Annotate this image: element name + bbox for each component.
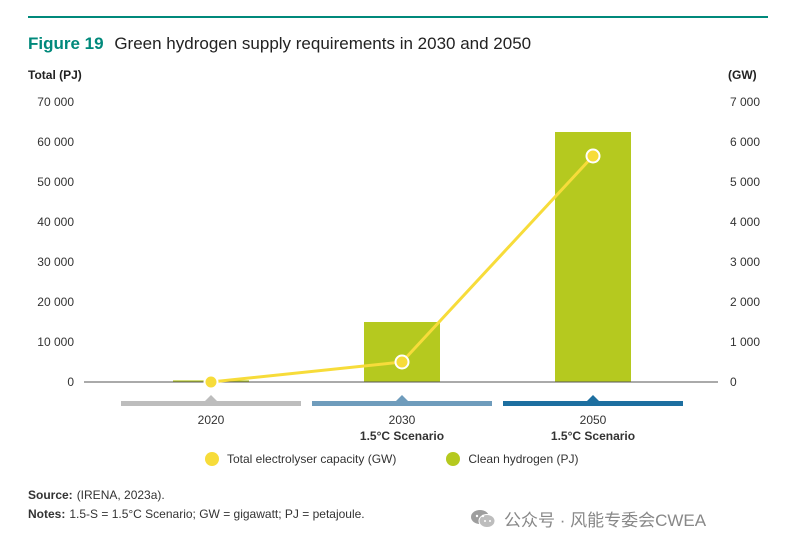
legend-dot-clean-hydrogen [446, 452, 461, 466]
legend-item-clean-hydrogen: Clean hydrogen (PJ) [446, 452, 578, 466]
right-tick-label: 3 000 [730, 255, 760, 269]
watermark-text: 公众号 · 风能专委会CWEA [504, 511, 707, 530]
source-text: (IRENA, 2023a). [76, 488, 165, 502]
right-tick-label: 1 000 [730, 335, 760, 349]
bar-clean-hydrogen [555, 132, 631, 382]
point-electrolyser-capacity [203, 374, 219, 390]
top-rule [28, 16, 768, 18]
source-line: Source: (IRENA, 2023a). [28, 486, 365, 505]
category-label: 2030 [389, 413, 416, 427]
legend-dot-electrolyser [205, 452, 219, 466]
category-band-marker [396, 395, 408, 401]
wechat-icon [470, 509, 496, 529]
category-band [503, 401, 683, 406]
left-tick-label: 30 000 [37, 255, 74, 269]
category-label: 2020 [198, 413, 225, 427]
figure-title-text: Green hydrogen supply requirements in 20… [114, 34, 532, 53]
right-tick-label: 7 000 [730, 95, 760, 109]
legend-label-clean-hydrogen: Clean hydrogen (PJ) [468, 452, 579, 466]
figure-title: Figure 19 Green hydrogen supply requirem… [28, 34, 531, 54]
notes-text: 1.5-S = 1.5°C Scenario; GW = gigawatt; P… [69, 507, 365, 521]
right-tick-label: 0 [730, 375, 737, 389]
category-band-marker [587, 395, 599, 401]
bar-clean-hydrogen [364, 322, 440, 382]
right-tick-label: 4 000 [730, 215, 760, 229]
legend-item-electrolyser: Total electrolyser capacity (GW) [205, 452, 396, 466]
point-electrolyser-capacity [394, 354, 410, 370]
source-label: Source: [28, 488, 73, 502]
notes-label: Notes: [28, 507, 66, 521]
legend-label-electrolyser: Total electrolyser capacity (GW) [227, 452, 397, 466]
left-tick-label: 50 000 [37, 175, 74, 189]
point-electrolyser-capacity [585, 148, 601, 164]
category-label: 2050 [580, 413, 607, 427]
watermark: 公众号 · 风能专委会CWEA [470, 506, 706, 531]
category-subtitle: 1.5°C Scenario [360, 429, 444, 443]
chart-legend: Total electrolyser capacity (GW) Clean h… [205, 452, 578, 466]
left-tick-label: 60 000 [37, 135, 74, 149]
figure-number: Figure 19 [28, 34, 104, 53]
category-band-marker [205, 395, 217, 401]
left-tick-label: 70 000 [37, 95, 74, 109]
right-tick-label: 2 000 [730, 295, 760, 309]
left-tick-label: 0 [67, 375, 74, 389]
figure-notes: Source: (IRENA, 2023a). Notes: 1.5-S = 1.5… [28, 486, 365, 524]
notes-line: Notes: 1.5-S = 1.5°C Scenario; GW = gigaw… [28, 505, 365, 524]
left-axis-unit: Total (PJ) [28, 68, 82, 82]
right-tick-label: 6 000 [730, 135, 760, 149]
left-tick-label: 40 000 [37, 215, 74, 229]
left-tick-label: 10 000 [37, 335, 74, 349]
category-band [312, 401, 492, 406]
right-tick-label: 5 000 [730, 175, 760, 189]
right-axis-unit: (GW) [728, 68, 757, 82]
left-tick-label: 20 000 [37, 295, 74, 309]
category-band [121, 401, 301, 406]
category-subtitle: 1.5°C Scenario [551, 429, 635, 443]
